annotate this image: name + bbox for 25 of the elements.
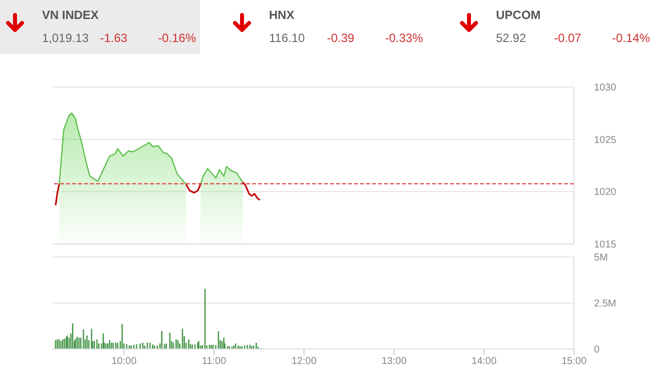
x-tick-label: 12:00 — [291, 356, 317, 368]
x-tick-label: 15:00 — [561, 356, 587, 368]
text: -0.14% — [612, 31, 650, 45]
y-tick-label: 1030 — [594, 82, 617, 94]
y-tick-label: 2.5M — [594, 298, 616, 310]
text: UPCOM — [496, 8, 541, 22]
x-tick-label: 11:00 — [202, 356, 227, 368]
text: HNX — [269, 8, 294, 22]
x-tick-label: 10:00 — [111, 356, 137, 368]
text: -0.07 — [554, 31, 582, 45]
text: -0.39 — [327, 31, 354, 45]
x-tick-label: 13:00 — [381, 356, 407, 368]
y-tick-label: 1025 — [594, 134, 617, 146]
y-tick-label: 0 — [594, 344, 600, 356]
text: 52.92 — [496, 31, 526, 45]
text: -0.16% — [158, 31, 196, 45]
text: -1.63 — [100, 31, 128, 45]
text: 1,019.13 — [42, 31, 89, 45]
text: 116.10 — [269, 31, 305, 45]
text: -0.33% — [385, 31, 424, 45]
x-tick-label: 14:00 — [471, 356, 497, 368]
y-tick-label: 1015 — [594, 240, 617, 251]
text: VN INDEX — [42, 8, 99, 22]
y-tick-label: 5M — [594, 252, 608, 264]
y-tick-label: 1020 — [594, 187, 617, 198]
